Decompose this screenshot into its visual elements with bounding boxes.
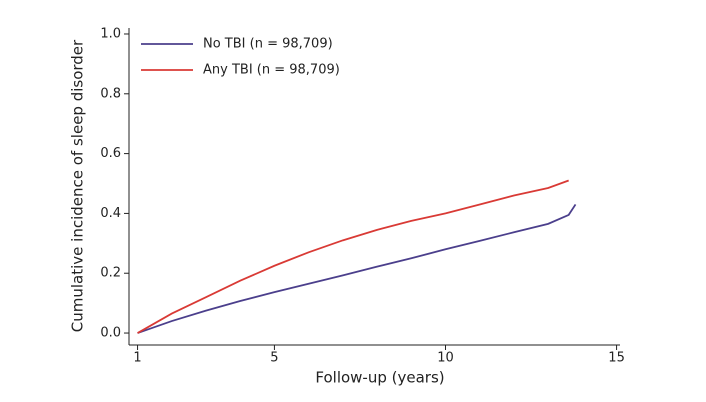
legend-label: No TBI (n = 98,709)	[203, 37, 333, 52]
x-tick-label: 15	[608, 351, 625, 366]
y-tick-label: 0.4	[100, 206, 121, 221]
x-tick-label: 5	[270, 351, 278, 366]
y-tick-label: 0.8	[100, 86, 121, 101]
series-line	[137, 179, 569, 334]
x-axis-label: Follow-up (years)	[315, 369, 444, 387]
x-tick-label: 1	[133, 351, 141, 366]
y-tick-label: 0.0	[100, 326, 121, 341]
y-tick-label: 0.2	[100, 266, 121, 281]
y-axis-label: Cumulative incidence of sleep disorder	[69, 39, 87, 332]
legend-label: Any TBI (n = 98,709)	[203, 63, 340, 78]
y-tick-label: 1.0	[100, 26, 121, 41]
x-tick-label: 10	[437, 351, 454, 366]
y-tick-label: 0.6	[100, 146, 121, 161]
series-line	[137, 203, 577, 334]
